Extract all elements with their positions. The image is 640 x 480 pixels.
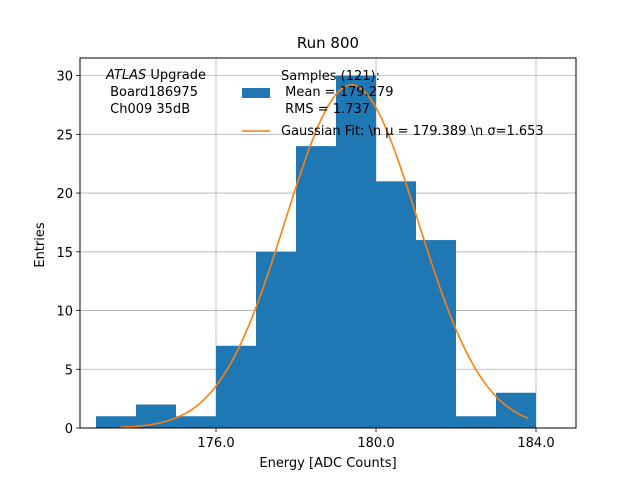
gaussian-fit-curve	[119, 84, 529, 429]
histogram-bar	[296, 146, 336, 428]
histogram-bar	[376, 181, 416, 428]
legend: Samples (121): Mean = 179.279 RMS = 1.73…	[242, 69, 544, 139]
y-tick-label: 10	[56, 305, 73, 320]
annotation-italic: ATLAS	[105, 68, 146, 83]
y-tick-label: 25	[56, 128, 73, 143]
atlas-annotation: ATLAS Upgrade Board186975 Ch009 35dB	[105, 68, 206, 117]
histogram-bar	[256, 251, 296, 428]
histogram-bar	[336, 75, 376, 428]
y-tick-label: 30	[56, 70, 73, 85]
histogram-bar	[456, 416, 496, 428]
legend-fit-label: Gaussian Fit: \n μ = 179.389 \n σ=1.653	[281, 124, 544, 139]
annotation-line-1: ATLAS Upgrade	[105, 68, 206, 83]
histogram-bar	[216, 345, 256, 428]
axis-ticks: 176.0 180.0 184.0 0 5 10 15 20 25 30	[56, 70, 554, 451]
x-tick-label: 184.0	[517, 436, 554, 451]
legend-samples-line-1: Samples (121):	[281, 69, 380, 84]
y-axis-label: Entries	[33, 222, 48, 268]
histogram-bar	[96, 416, 136, 428]
histogram-bar	[176, 416, 216, 428]
histogram-bar	[496, 392, 536, 428]
legend-samples-line-3: RMS = 1.737	[281, 102, 370, 117]
x-tick-label: 176.0	[197, 436, 234, 451]
histogram-bars	[96, 75, 536, 428]
y-tick-label: 15	[56, 246, 73, 261]
histogram-bar	[416, 240, 456, 428]
annotation-line-3: Ch009 35dB	[106, 102, 190, 117]
y-tick-label: 0	[65, 422, 73, 437]
y-tick-label: 5	[65, 363, 73, 378]
chart-title: Run 800	[297, 34, 359, 52]
plot-frame	[79, 57, 577, 429]
annotation-line-2: Board186975	[106, 85, 198, 100]
y-tick-label: 20	[56, 187, 73, 202]
legend-samples-swatch	[242, 88, 270, 98]
x-tick-label: 180.0	[357, 436, 394, 451]
annotation-rest: Upgrade	[146, 68, 206, 83]
fit-curve-path	[119, 84, 529, 429]
legend-samples-line-2: Mean = 179.279	[281, 85, 393, 100]
x-axis-label: Energy [ADC Counts]	[259, 456, 396, 471]
